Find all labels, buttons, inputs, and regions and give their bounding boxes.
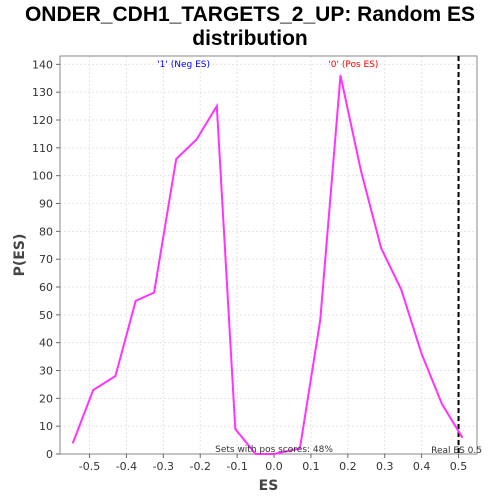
y-tick-label: 70 [39,253,53,266]
series-point [92,389,95,391]
neg-es-annotation: '1' (Neg ES) [157,60,210,70]
series-point [339,74,342,77]
y-axis-title: P(ES) [12,234,28,277]
x-tick-label: 0.5 [450,460,468,473]
y-tick-label: 10 [39,420,53,433]
series-point [461,436,464,439]
y-tick-label: 140 [32,58,53,71]
series-point [153,291,155,294]
x-tick-label: 0.0 [265,460,283,473]
series-point [299,447,301,450]
x-tick-label: 0.3 [376,460,394,473]
x-tick-label: 0.4 [413,460,431,473]
x-axis-ticks: -0.5 -0.4 -0.3 -0.2 -0.1 0.0 0.1 0.2 0.3 0.4 0.5 [79,454,468,473]
y-tick-label: 50 [39,309,53,322]
series-point [400,288,403,291]
grid [60,56,477,455]
series-point [420,353,423,355]
x-tick-label: 0.2 [339,460,357,473]
y-tick-label: 80 [39,225,53,238]
x-axis-title: ES [259,478,279,494]
series-point [195,138,198,141]
x-tick-label: -0.3 [153,460,174,473]
chart-title-line-1: ONDER_CDH1_TARGETS_2_UP: Random ES [24,3,476,26]
plot-area-frame [59,55,478,455]
x-tick-label: -0.1 [226,460,247,473]
series-point [359,169,362,171]
pos-es-annotation: '0' (Pos ES) [328,60,378,70]
y-tick-label: 110 [32,142,53,155]
y-tick-label: 60 [39,281,53,294]
series-point [254,453,257,455]
x-tick-label: 0.1 [302,460,320,473]
series-point [216,105,218,107]
real-es-label: Real ES 0.5 [431,446,482,456]
series-point [380,247,382,249]
y-tick-label: 130 [32,86,53,99]
series-point [134,300,137,302]
y-tick-label: 90 [39,198,53,211]
y-tick-label: 120 [32,114,53,127]
x-tick-label: -0.5 [79,460,100,473]
x-tick-label: -0.4 [116,460,137,473]
y-tick-label: 0 [46,448,53,461]
y-tick-label: 40 [39,337,53,350]
series-points [72,74,464,455]
pos-scores-footnote: Sets with pos scores: 48% [215,445,333,455]
series-point [114,375,117,377]
series-point [319,319,321,322]
series-point [273,453,275,455]
series-point [234,428,237,430]
series-point [441,403,443,405]
y-axis-ticks: 0 10 20 30 40 50 60 70 80 90 100 110 120 130 140 [32,58,60,461]
chart-title-line-2: distribution [192,27,308,50]
x-tick-label: -0.2 [189,460,210,473]
random-es-series-line [71,75,464,455]
series-point [72,442,74,444]
y-tick-label: 30 [39,365,53,378]
series-point [175,158,178,160]
y-tick-label: 100 [32,170,53,183]
y-tick-label: 20 [39,392,53,405]
